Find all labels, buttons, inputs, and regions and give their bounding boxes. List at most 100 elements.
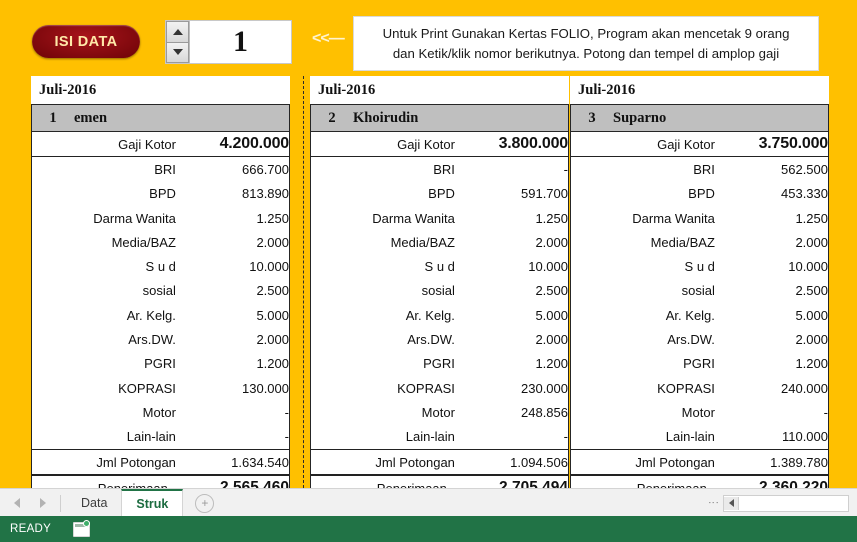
row-label: Motor — [421, 404, 455, 420]
row-value: - — [563, 429, 568, 445]
row-value: 2.500 — [535, 283, 568, 299]
row-label: KOPRASI — [397, 380, 455, 396]
print-instruction-note: Untuk Print Gunakan Kertas FOLIO, Progra… — [353, 16, 819, 71]
row-label: S u d — [424, 259, 455, 275]
table-row: Ar. Kelg. 5.000 — [32, 303, 289, 327]
row-value: 1.250 — [795, 210, 828, 226]
table-row: sosial 2.500 — [32, 279, 289, 303]
row-label: Darma Wanita — [93, 210, 176, 226]
row-value: 10.000 — [528, 259, 568, 275]
status-bar: READY — [0, 516, 857, 542]
row-label: Ar. Kelg. — [405, 307, 455, 323]
table-row: Motor - — [32, 400, 289, 424]
table-row: Gaji Kotor 3.800.000 — [311, 132, 568, 158]
row-value: 1.634.540 — [175, 448, 289, 476]
payslip-header: 2 Khoirudin — [311, 105, 568, 132]
table-row: Ar. Kelg. 5.000 — [571, 303, 828, 327]
table-row: BRI - — [311, 157, 568, 182]
row-label: sosial — [421, 283, 455, 299]
row-value: 110.000 — [781, 429, 828, 445]
row-value: 1.200 — [256, 356, 289, 372]
row-value: 10.000 — [249, 259, 289, 275]
spinner-up-button[interactable] — [166, 21, 189, 43]
row-value: 2.000 — [535, 332, 568, 348]
row-label: Penerimaan — [571, 474, 715, 488]
row-value: 2.000 — [256, 332, 289, 348]
horizontal-scrollbar[interactable] — [723, 494, 849, 512]
table-row: BPD 453.330 — [571, 182, 828, 206]
payslip-panel-2: Juli-2016 2 Khoirudin Gaji Kotor 3.800.0… — [310, 76, 569, 488]
table-row: Media/BAZ 2.000 — [571, 230, 828, 254]
row-label: BRI — [693, 161, 715, 177]
row-value: 10.000 — [788, 259, 828, 275]
row-value: 2.360.220 — [714, 474, 828, 488]
triangle-left-icon[interactable] — [14, 498, 20, 508]
row-label: Ars.DW. — [667, 332, 715, 348]
row-label: Gaji Kotor — [571, 132, 715, 158]
row-label: BPD — [688, 186, 715, 202]
row-value: 5.000 — [256, 307, 289, 323]
row-label: Ars.DW. — [128, 332, 176, 348]
row-label: Jml Potongan — [311, 448, 455, 476]
table-row: Penerimaan2.565.460 — [32, 474, 289, 488]
split-handle[interactable]: ⋮ — [707, 497, 719, 509]
table-row: BRI 666.700 — [32, 157, 289, 182]
table-row: Darma Wanita 1.250 — [32, 206, 289, 230]
payslip-card: 2 Khoirudin Gaji Kotor 3.800.000 BRI - BP… — [310, 104, 569, 488]
table-row: Lain-lain - — [32, 425, 289, 450]
row-label: BPD — [428, 186, 455, 202]
table-row: Media/BAZ 2.000 — [311, 230, 568, 254]
payslip-number: 1 — [49, 109, 57, 126]
row-value: 2.000 — [535, 234, 568, 250]
payslip-table: Gaji Kotor 3.750.000 BRI 562.500 BPD 453.3… — [571, 132, 828, 488]
triangle-right-icon[interactable] — [40, 498, 46, 508]
status-mode-label: READY — [10, 523, 52, 535]
payslip-employee-name: Suparno — [613, 109, 667, 126]
row-value: 1.200 — [795, 356, 828, 372]
table-row: Motor - — [571, 400, 828, 424]
table-row: Darma Wanita 1.250 — [571, 206, 828, 230]
row-label: PGRI — [144, 356, 176, 372]
record-number-value[interactable]: 1 — [190, 21, 291, 63]
spinner-down-button[interactable] — [166, 42, 189, 63]
plus-circle-icon[interactable]: + — [195, 493, 215, 513]
payslip-card: 1 emen Gaji Kotor 4.200.000 BRI 666.700 B… — [31, 104, 290, 488]
row-label: Penerimaan — [32, 474, 176, 488]
scroll-left-button[interactable] — [724, 496, 739, 510]
row-label: KOPRASI — [657, 380, 715, 396]
row-label: KOPRASI — [118, 380, 176, 396]
row-label: Gaji Kotor — [311, 132, 455, 158]
row-value: 2.565.460 — [175, 474, 289, 488]
spinner-arrows — [166, 21, 190, 63]
row-label: Jml Potongan — [571, 448, 715, 476]
form-toolbar: ISI DATA 1 <<— Untuk Print Gunakan Kerta… — [0, 0, 857, 76]
page-break-line — [303, 76, 304, 488]
row-value: - — [284, 429, 289, 445]
row-value: 813.890 — [242, 186, 289, 202]
table-row: S u d 10.000 — [571, 254, 828, 278]
triangle-left-icon — [728, 499, 734, 507]
payslip-month: Juli-2016 — [310, 76, 569, 104]
row-value: 2.705.494 — [454, 474, 568, 488]
row-value: 1.094.506 — [454, 448, 568, 476]
record-number-spinner[interactable]: 1 — [165, 20, 292, 64]
table-row: Gaji Kotor 3.750.000 — [571, 132, 828, 158]
sheet-tab-data[interactable]: Data — [81, 496, 108, 510]
row-value: 240.000 — [781, 380, 828, 396]
row-value: 453.330 — [781, 186, 828, 202]
table-row: PGRI 1.200 — [571, 352, 828, 376]
row-label: Jml Potongan — [32, 448, 176, 476]
row-value: 591.700 — [521, 186, 568, 202]
row-value: - — [823, 404, 828, 420]
row-label: S u d — [145, 259, 176, 275]
row-value: 248.856 — [521, 404, 568, 420]
table-row: Ar. Kelg. 5.000 — [311, 303, 568, 327]
table-row: BPD 813.890 — [32, 182, 289, 206]
isi-data-button[interactable]: ISI DATA — [32, 25, 140, 58]
payslip-number: 2 — [328, 109, 336, 126]
row-label: Media/BAZ — [650, 234, 715, 250]
sheet-tab-struk[interactable]: Struk — [121, 489, 184, 517]
macro-record-icon[interactable] — [73, 519, 91, 537]
payslip-card: 3 Suparno Gaji Kotor 3.750.000 BRI 562.50… — [570, 104, 829, 488]
row-label: Ar. Kelg. — [665, 307, 715, 323]
